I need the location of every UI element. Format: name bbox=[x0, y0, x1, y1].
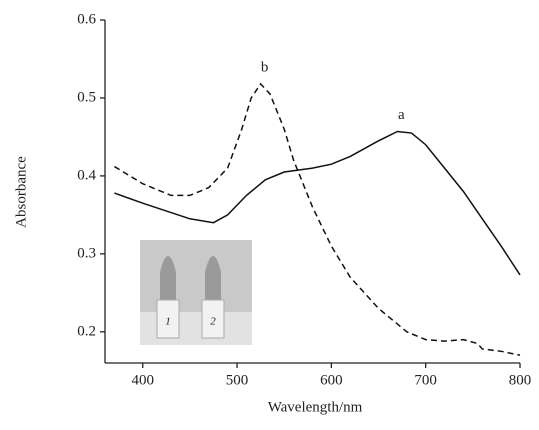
inset-label: 1 bbox=[165, 316, 171, 328]
x-axis-label: Wavelength/nm bbox=[268, 399, 363, 415]
line-series bbox=[114, 82, 521, 356]
y-axis-label: Absorbance bbox=[13, 156, 29, 228]
y-tick-label: 0.2 bbox=[77, 323, 96, 339]
x-tick-label: 700 bbox=[414, 372, 437, 388]
line-series bbox=[114, 130, 521, 276]
y-tick-label: 0.4 bbox=[77, 167, 96, 183]
y-tick-label: 0.3 bbox=[77, 245, 96, 261]
series-label: b bbox=[261, 59, 269, 75]
x-tick-label: 600 bbox=[320, 372, 343, 388]
y-tick-label: 0.6 bbox=[77, 11, 96, 27]
x-tick-label: 800 bbox=[509, 372, 532, 388]
x-tick-label: 400 bbox=[131, 372, 154, 388]
y-tick-label: 0.5 bbox=[77, 89, 96, 105]
series-label: a bbox=[398, 107, 405, 123]
inset-photo bbox=[140, 240, 252, 345]
x-tick-label: 500 bbox=[226, 372, 249, 388]
inset-label: 2 bbox=[210, 316, 216, 328]
